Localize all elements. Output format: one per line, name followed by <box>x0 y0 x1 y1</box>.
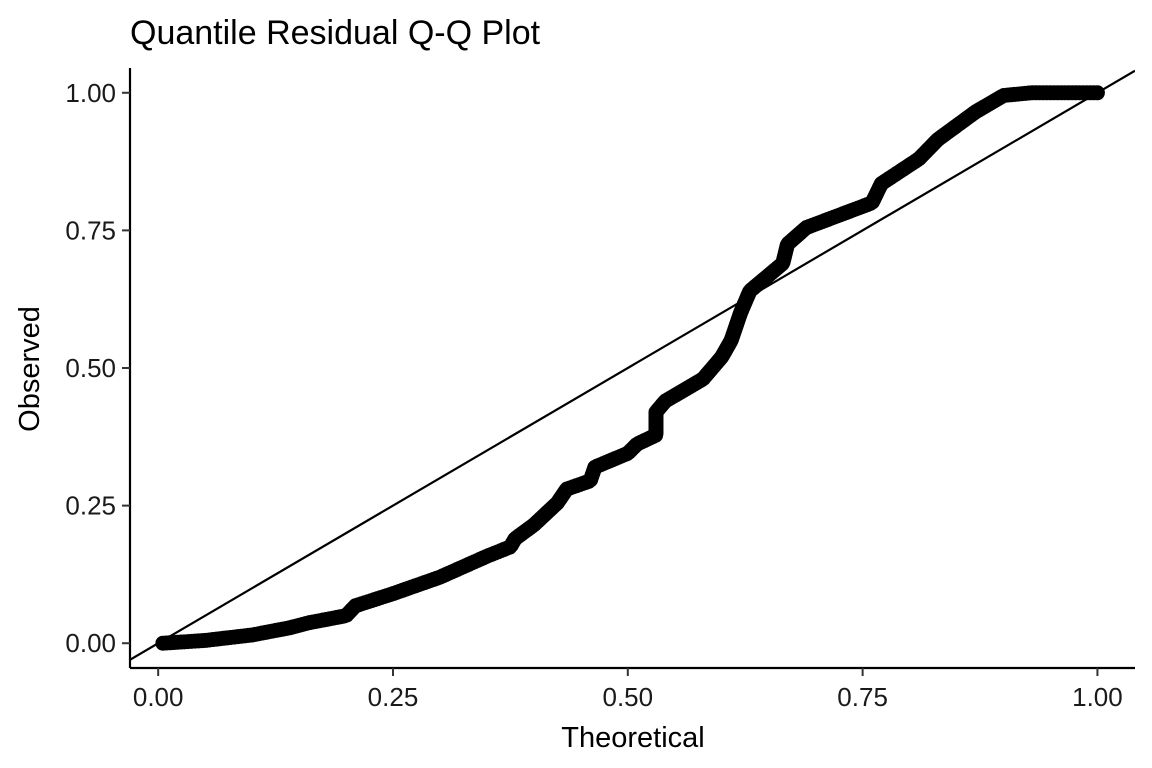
x-tick-label: 0.00 <box>133 682 184 712</box>
chart-title: Quantile Residual Q-Q Plot <box>130 14 541 52</box>
y-tick-label: 0.75 <box>65 215 116 245</box>
y-tick-label: 0.25 <box>65 491 116 521</box>
x-axis: 0.00 0.25 0.50 0.75 1.00 <box>130 666 1135 712</box>
x-axis-title: Theoretical <box>561 722 704 754</box>
plot-panel <box>130 69 1135 661</box>
x-tick-label: 1.00 <box>1072 682 1123 712</box>
reference-line <box>130 69 1135 661</box>
x-tick-label: 0.25 <box>368 682 419 712</box>
y-tick-label: 0.50 <box>65 353 116 383</box>
y-tick-label: 0.00 <box>65 628 116 658</box>
x-tick-label: 0.75 <box>837 682 888 712</box>
data-point <box>1089 85 1105 101</box>
x-tick-label: 0.50 <box>602 682 653 712</box>
y-tick-label: 1.00 <box>65 78 116 108</box>
y-axis-title: Observed <box>14 306 46 432</box>
y-axis: 0.00 0.25 0.50 0.75 1.00 <box>65 68 132 668</box>
